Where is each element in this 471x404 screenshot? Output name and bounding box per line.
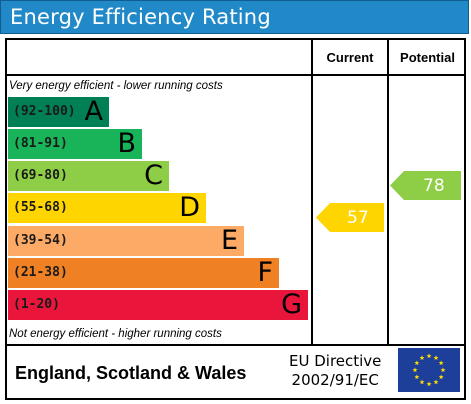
chart-title: Energy Efficiency Rating xyxy=(10,5,271,29)
eu-star-icon xyxy=(414,374,420,380)
footer-region: England, Scotland & Wales xyxy=(15,363,247,383)
band-c: (69-80) C xyxy=(8,161,169,191)
band-letter-label: F xyxy=(257,257,273,288)
divider-current xyxy=(311,38,313,345)
eu-star-icon xyxy=(438,360,444,366)
eu-star-icon xyxy=(433,355,439,360)
note-inefficient: Not energy efficient - higher running co… xyxy=(9,328,222,340)
eu-directive: EU Directive 2002/91/EC xyxy=(289,352,381,390)
band-range-label: (1-20) xyxy=(13,297,60,312)
eu-star-icon xyxy=(440,367,446,373)
band-letter-label: B xyxy=(117,128,136,159)
band-e: (39-54) E xyxy=(8,226,244,256)
eu-star-icon xyxy=(426,381,432,387)
eu-star-icon xyxy=(419,355,425,360)
band-b: (81-91) B xyxy=(8,129,142,159)
band-letter-label: G xyxy=(281,289,302,320)
eu-star-icon xyxy=(412,367,418,373)
potential-rating-arrow: 78 xyxy=(390,171,461,200)
band-a: (92-100) A xyxy=(8,97,109,127)
band-g: (1-20) G xyxy=(8,290,308,320)
band-letter-label: A xyxy=(84,96,103,127)
band-range-label: (69-80) xyxy=(13,168,68,183)
potential-rating-value: 78 xyxy=(423,176,445,196)
eu-directive-line2: 2002/91/EC xyxy=(291,371,379,389)
band-range-label: (55-68) xyxy=(13,200,68,215)
band-letter-label: C xyxy=(144,160,163,191)
eu-flag-icon xyxy=(398,348,460,392)
divider-potential xyxy=(387,38,389,345)
band-f: (21-38) F xyxy=(8,258,279,288)
eu-directive-line1: EU Directive xyxy=(289,352,382,370)
band-d: (55-68) D xyxy=(8,193,206,223)
band-range-label: (39-54) xyxy=(13,233,68,248)
column-header-current: Current xyxy=(326,50,374,65)
band-range-label: (81-91) xyxy=(13,136,68,151)
rating-frame xyxy=(5,38,466,400)
footer-divider xyxy=(5,344,466,346)
band-letter-label: D xyxy=(179,192,200,223)
eu-star-icon xyxy=(426,353,432,359)
header-divider xyxy=(5,74,466,76)
band-range-label: (92-100) xyxy=(13,104,76,119)
eu-star-icon xyxy=(414,360,420,366)
eu-star-icon xyxy=(419,379,425,385)
band-letter-label: E xyxy=(220,225,238,256)
note-efficient: Very energy efficient - lower running co… xyxy=(9,80,223,92)
column-header-potential: Potential xyxy=(400,50,455,65)
band-range-label: (21-38) xyxy=(13,265,68,280)
current-rating-value: 57 xyxy=(347,208,369,228)
eu-star-icon xyxy=(438,374,444,380)
eu-star-icon xyxy=(433,379,439,385)
current-rating-arrow: 57 xyxy=(316,203,384,232)
title-bar: Energy Efficiency Rating xyxy=(0,0,469,34)
